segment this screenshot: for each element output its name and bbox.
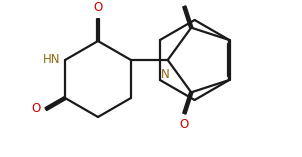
Text: O: O [32, 103, 41, 116]
Text: N: N [161, 68, 170, 81]
Text: O: O [180, 0, 189, 2]
Text: O: O [93, 1, 103, 14]
Text: O: O [180, 118, 189, 131]
Text: HN: HN [43, 54, 60, 67]
